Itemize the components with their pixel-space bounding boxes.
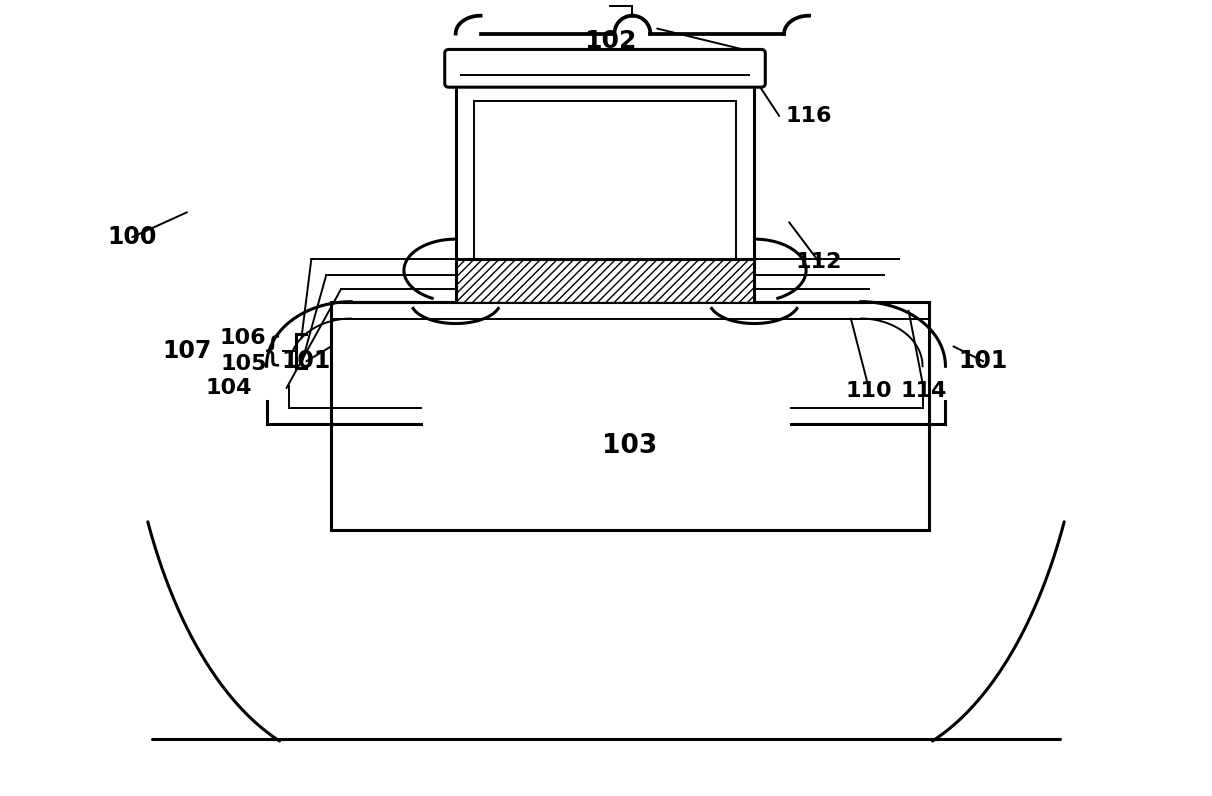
Text: 100: 100 (108, 225, 156, 249)
Text: 102: 102 (584, 29, 636, 53)
Text: 107: 107 (162, 339, 212, 363)
Text: 112: 112 (796, 252, 842, 272)
FancyBboxPatch shape (445, 49, 765, 88)
Text: 101: 101 (281, 349, 331, 373)
Text: 114: 114 (901, 381, 947, 401)
Text: 116: 116 (785, 106, 833, 126)
FancyBboxPatch shape (474, 101, 737, 259)
Text: 110: 110 (846, 381, 892, 401)
Text: 106: 106 (219, 329, 267, 349)
Text: 101: 101 (959, 349, 1008, 373)
Text: 105: 105 (221, 354, 267, 374)
Polygon shape (456, 259, 754, 302)
Text: {: { (262, 335, 284, 368)
Text: 104: 104 (205, 378, 252, 398)
Text: 103: 103 (602, 433, 658, 458)
FancyBboxPatch shape (456, 84, 754, 259)
